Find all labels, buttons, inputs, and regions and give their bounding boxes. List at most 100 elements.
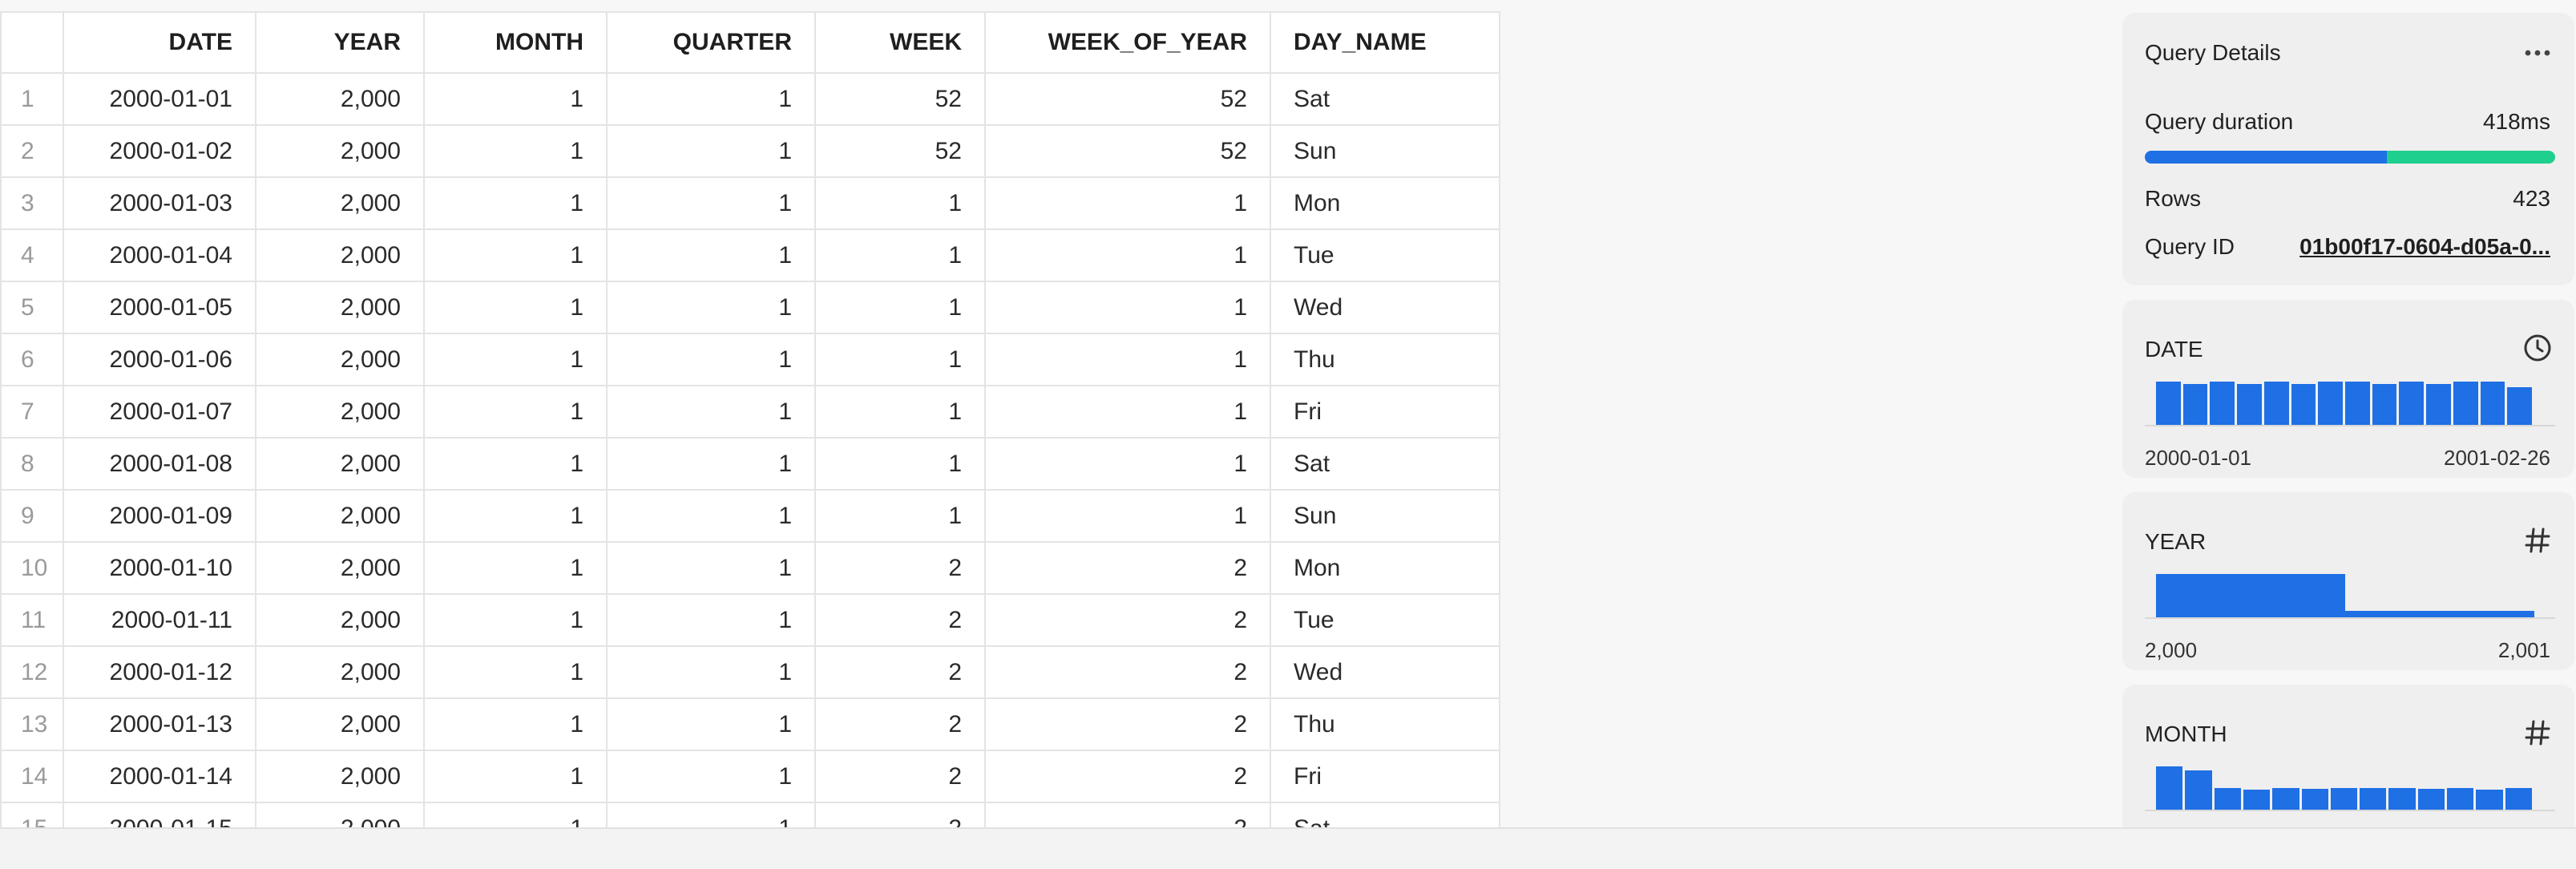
column-card-month[interactable]: MONTH 1 12	[2122, 685, 2574, 827]
table-cell[interactable]: 2,000	[255, 385, 425, 439]
table-cell[interactable]: 1	[984, 176, 1271, 230]
histogram-bar[interactable]	[2447, 788, 2474, 810]
table-cell[interactable]: 2,000	[255, 281, 425, 334]
table-cell[interactable]: 1	[423, 593, 608, 647]
table-cell[interactable]: 2	[814, 593, 986, 647]
table-row[interactable]: 5 2000-01-05 2,000 1 1 1 1 Wed	[0, 281, 1500, 334]
column-header[interactable]: DAY_NAME	[1270, 11, 1500, 74]
table-cell[interactable]: 1	[423, 333, 608, 386]
table-cell[interactable]: Thu	[1270, 333, 1500, 386]
histogram-bar[interactable]	[2156, 382, 2181, 425]
table-cell[interactable]: 1	[606, 802, 816, 827]
table-cell[interactable]: 1	[606, 72, 816, 126]
table-cell[interactable]: 2000-01-12	[63, 645, 256, 699]
table-cell[interactable]: 2	[814, 802, 986, 827]
table-cell[interactable]: 52	[984, 124, 1271, 178]
column-card-date[interactable]: DATE 2000-01-01 2001-02-26	[2122, 300, 2574, 478]
table-cell[interactable]: Sun	[1270, 489, 1500, 543]
table-cell[interactable]: 1	[814, 385, 986, 439]
table-cell[interactable]: 1	[423, 802, 608, 827]
table-cell[interactable]: 2,000	[255, 593, 425, 647]
table-cell[interactable]: 1	[423, 228, 608, 282]
table-cell[interactable]: Fri	[1270, 750, 1500, 803]
histogram-bar[interactable]	[2237, 383, 2262, 425]
table-cell[interactable]: 1	[606, 176, 816, 230]
histogram-bar[interactable]	[2453, 382, 2478, 425]
table-cell[interactable]: 1	[984, 385, 1271, 439]
table-row[interactable]: 13 2000-01-13 2,000 1 1 2 2 Thu	[0, 697, 1500, 751]
table-cell[interactable]: Thu	[1270, 697, 1500, 751]
table-cell[interactable]: 1	[606, 489, 816, 543]
table-cell[interactable]: 2000-01-01	[63, 72, 256, 126]
histogram-bar[interactable]	[2388, 788, 2416, 810]
column-header[interactable]: DATE	[63, 11, 256, 74]
table-cell[interactable]: 1	[423, 750, 608, 803]
histogram-bar[interactable]	[2156, 574, 2345, 617]
table-cell[interactable]: 2,000	[255, 645, 425, 699]
table-cell[interactable]: 1	[814, 489, 986, 543]
table-cell[interactable]: 2000-01-02	[63, 124, 256, 178]
table-cell[interactable]: 2	[984, 802, 1271, 827]
table-cell[interactable]: Tue	[1270, 593, 1500, 647]
table-row[interactable]: 14 2000-01-14 2,000 1 1 2 2 Fri	[0, 750, 1500, 803]
histogram-bar[interactable]	[2263, 382, 2289, 425]
table-cell[interactable]: 1	[814, 228, 986, 282]
table-cell[interactable]: 52	[984, 72, 1271, 126]
table-cell[interactable]: 1	[814, 437, 986, 491]
table-cell[interactable]: 2,000	[255, 697, 425, 751]
histogram-bar[interactable]	[2476, 790, 2503, 810]
table-row[interactable]: 7 2000-01-07 2,000 1 1 1 1 Fri	[0, 385, 1500, 439]
table-cell[interactable]: 2,000	[255, 72, 425, 126]
histogram-bar[interactable]	[2214, 788, 2241, 810]
table-cell[interactable]: 1	[984, 489, 1271, 543]
table-cell[interactable]: 2000-01-07	[63, 385, 256, 439]
histogram-bar[interactable]	[2505, 788, 2532, 810]
table-cell[interactable]: 2	[814, 697, 986, 751]
table-cell[interactable]: 2,000	[255, 437, 425, 491]
table-cell[interactable]: 2,000	[255, 124, 425, 178]
table-cell[interactable]: 2	[814, 750, 986, 803]
table-cell[interactable]: 1	[606, 124, 816, 178]
histogram-bar[interactable]	[2182, 383, 2208, 425]
histogram-bar[interactable]	[2243, 790, 2271, 810]
table-cell[interactable]: 2,000	[255, 176, 425, 230]
table-cell[interactable]: 1	[606, 593, 816, 647]
table-row[interactable]: 8 2000-01-08 2,000 1 1 1 1 Sat	[0, 437, 1500, 491]
table-cell[interactable]: 1	[606, 750, 816, 803]
table-cell[interactable]: 1	[423, 72, 608, 126]
table-cell[interactable]: 1	[423, 176, 608, 230]
table-cell[interactable]: 1	[423, 541, 608, 595]
table-row[interactable]: 1 2000-01-01 2,000 1 1 52 52 Sat	[0, 72, 1500, 126]
table-cell[interactable]: 1	[814, 281, 986, 334]
table-cell[interactable]: 2	[984, 541, 1271, 595]
histogram-bar[interactable]	[2318, 382, 2343, 425]
table-cell[interactable]: 1	[606, 281, 816, 334]
histogram-bar[interactable]	[2210, 382, 2235, 425]
table-cell[interactable]: 1	[984, 333, 1271, 386]
histogram-bar[interactable]	[2372, 383, 2397, 425]
table-cell[interactable]: 2000-01-14	[63, 750, 256, 803]
table-cell[interactable]: 2,000	[255, 333, 425, 386]
table-cell[interactable]: 2,000	[255, 489, 425, 543]
table-cell[interactable]: 1	[814, 333, 986, 386]
histogram-bar[interactable]	[2272, 788, 2299, 810]
histogram-bar[interactable]	[2480, 382, 2505, 425]
table-cell[interactable]: 1	[606, 437, 816, 491]
table-row[interactable]: 11 2000-01-11 2,000 1 1 2 2 Tue	[0, 593, 1500, 647]
table-cell[interactable]: 2,000	[255, 228, 425, 282]
table-cell[interactable]: 1	[606, 697, 816, 751]
table-cell[interactable]: 2000-01-03	[63, 176, 256, 230]
table-cell[interactable]: 1	[984, 228, 1271, 282]
histogram-bar[interactable]	[2185, 770, 2212, 810]
table-cell[interactable]: 1	[423, 385, 608, 439]
table-cell[interactable]: 2000-01-09	[63, 489, 256, 543]
table-cell[interactable]: 52	[814, 124, 986, 178]
table-cell[interactable]: Sun	[1270, 124, 1500, 178]
table-cell[interactable]: Mon	[1270, 176, 1500, 230]
histogram-bar[interactable]	[2291, 383, 2316, 425]
table-cell[interactable]: 2,000	[255, 750, 425, 803]
table-cell[interactable]: 2000-01-05	[63, 281, 256, 334]
table-row[interactable]: 3 2000-01-03 2,000 1 1 1 1 Mon	[0, 176, 1500, 230]
table-cell[interactable]: 1	[606, 228, 816, 282]
table-cell[interactable]: Tue	[1270, 228, 1500, 282]
